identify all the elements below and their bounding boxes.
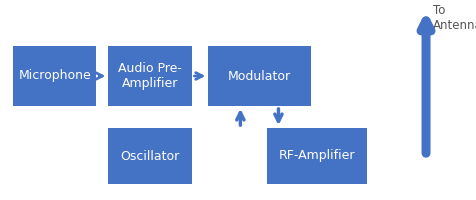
Text: To
Antenna: To Antenna (433, 4, 476, 32)
Text: RF-Amplifier: RF-Amplifier (278, 150, 355, 162)
FancyBboxPatch shape (13, 46, 96, 106)
Text: Audio Pre-
Amplifier: Audio Pre- Amplifier (118, 62, 182, 90)
FancyBboxPatch shape (109, 46, 191, 106)
Text: Oscillator: Oscillator (120, 150, 179, 162)
FancyBboxPatch shape (208, 46, 311, 106)
Text: Modulator: Modulator (228, 70, 291, 82)
FancyBboxPatch shape (267, 128, 367, 184)
Text: Microphone: Microphone (19, 70, 91, 82)
FancyBboxPatch shape (109, 128, 191, 184)
